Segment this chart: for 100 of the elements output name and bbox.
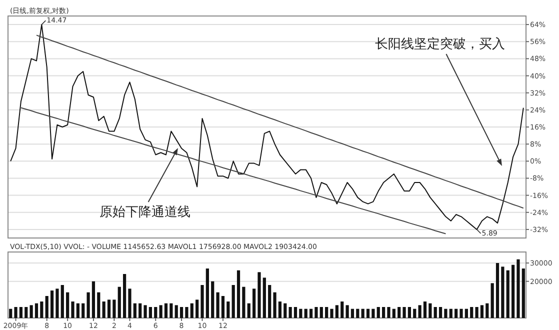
bar	[118, 286, 121, 318]
bar	[252, 288, 256, 318]
bar	[340, 302, 344, 318]
bar	[464, 308, 468, 318]
bar	[325, 307, 328, 318]
line-series	[20, 107, 446, 234]
bar	[366, 308, 370, 318]
bar	[392, 308, 396, 318]
bar	[361, 308, 364, 318]
bar	[350, 308, 354, 318]
bar	[148, 307, 152, 318]
bar	[216, 292, 220, 318]
bar	[242, 286, 246, 318]
bar	[304, 308, 308, 318]
bar	[45, 296, 48, 318]
bar	[102, 302, 106, 318]
bar	[330, 308, 334, 318]
bar	[382, 307, 386, 318]
bar	[50, 290, 54, 318]
bar	[170, 303, 173, 318]
bar	[299, 308, 302, 318]
bar	[490, 283, 494, 318]
bar	[335, 305, 338, 318]
bar	[24, 307, 28, 318]
bar	[133, 303, 136, 318]
bar	[185, 307, 188, 318]
bar	[232, 285, 235, 318]
bar	[511, 264, 515, 318]
bar	[30, 305, 33, 318]
bar	[356, 308, 360, 318]
bar	[60, 285, 64, 318]
bar	[76, 303, 80, 318]
bar	[413, 308, 416, 318]
bar	[309, 308, 313, 318]
bar	[122, 274, 126, 318]
bar	[501, 266, 504, 318]
bar	[268, 285, 272, 318]
bar	[444, 308, 448, 318]
bar	[284, 303, 287, 318]
bar	[138, 303, 142, 318]
bar	[516, 259, 520, 318]
bar	[434, 307, 437, 318]
line-series	[10, 24, 524, 230]
bar	[418, 305, 422, 318]
bar	[486, 303, 489, 318]
bar	[190, 303, 194, 318]
bar	[438, 307, 442, 318]
bar	[314, 307, 318, 318]
bar	[164, 303, 168, 318]
bar	[273, 292, 276, 318]
bar	[196, 300, 199, 318]
bar	[56, 288, 59, 318]
bar	[107, 300, 111, 318]
bar	[278, 302, 282, 318]
bar	[159, 305, 162, 318]
bar	[496, 263, 500, 318]
bar	[262, 278, 266, 318]
bar	[506, 270, 510, 318]
bar	[522, 268, 525, 318]
bar	[398, 307, 401, 318]
bar	[34, 303, 38, 318]
bar	[258, 272, 261, 318]
bar	[200, 285, 204, 318]
bar	[66, 292, 70, 318]
bar	[211, 281, 214, 318]
bar	[174, 305, 178, 318]
bar	[154, 307, 158, 318]
bar	[294, 307, 298, 318]
bar	[19, 307, 23, 318]
bar	[144, 305, 147, 318]
bar	[480, 305, 484, 318]
bar	[475, 307, 478, 318]
bar	[221, 296, 225, 318]
bar	[423, 302, 427, 318]
bar	[320, 307, 323, 318]
bar	[387, 307, 390, 318]
bar	[372, 308, 375, 318]
bar	[408, 307, 412, 318]
bar	[226, 302, 230, 318]
bar	[288, 307, 292, 318]
bar	[14, 307, 18, 318]
annotation: 原始下降通道线	[100, 205, 190, 220]
bar	[346, 305, 349, 318]
bar	[428, 303, 432, 318]
bar	[82, 303, 85, 318]
bar	[86, 292, 90, 318]
bar	[128, 288, 132, 318]
bar	[236, 270, 240, 318]
bar	[40, 302, 44, 318]
bar	[449, 308, 452, 318]
bar	[9, 308, 12, 318]
annotation: 长阳线坚定突破，买入	[375, 37, 505, 52]
bar	[454, 308, 458, 318]
bar	[206, 268, 209, 318]
bar	[402, 307, 406, 318]
bar	[71, 302, 74, 318]
bar	[92, 281, 96, 318]
bar	[247, 303, 250, 318]
bar	[180, 307, 184, 318]
bar	[460, 308, 463, 318]
